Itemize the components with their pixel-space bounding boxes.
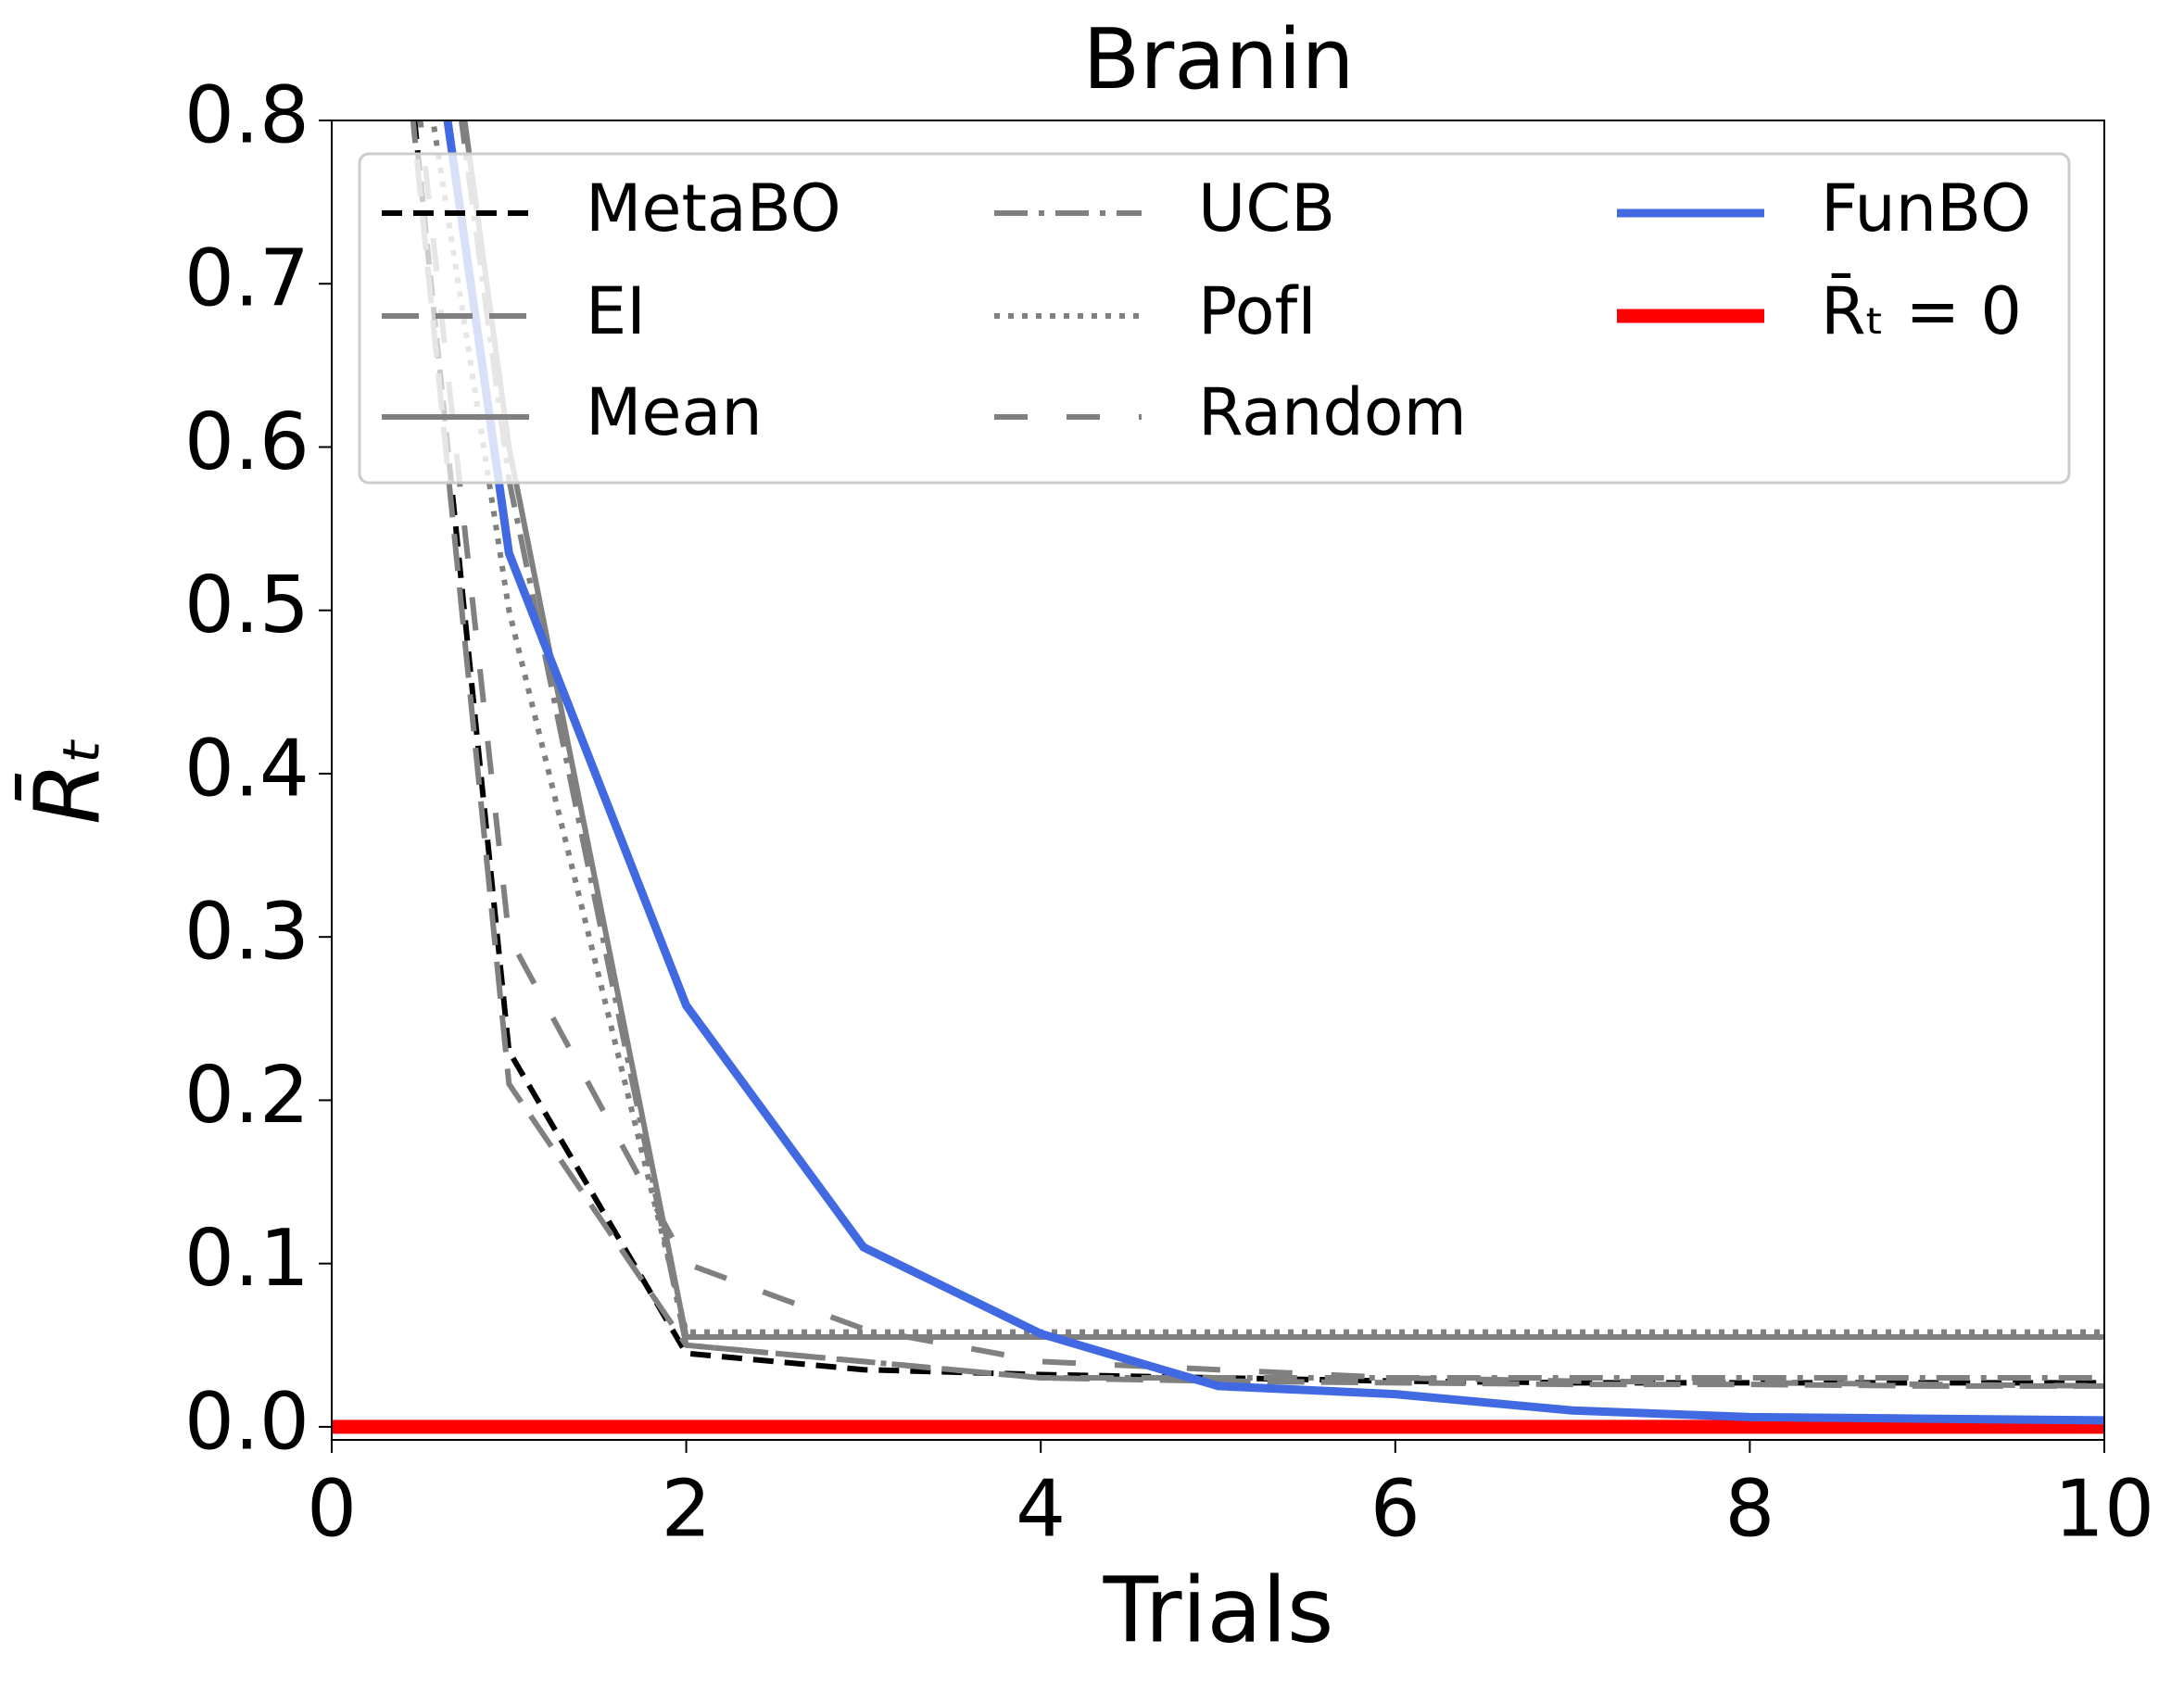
legend-label: MetaBO [586, 170, 841, 246]
legend-label: UCB [1198, 170, 1335, 246]
series-line [417, 120, 2104, 1389]
x-tick-label: 6 [1370, 1463, 1420, 1555]
y-tick-label: 0.7 [184, 233, 309, 325]
legend-label: PofI [1198, 273, 1317, 349]
y-tick-label: 0.3 [184, 887, 309, 978]
y-tick-label: 0.8 [184, 69, 309, 161]
y-axis-label: R̄ₜ [15, 736, 120, 825]
x-tick-label: 2 [662, 1463, 712, 1555]
series-line [461, 120, 2104, 1340]
legend-label: FunBO [1821, 170, 2031, 246]
y-tick-label: 0.1 [184, 1213, 309, 1305]
y-tick-label: 0.6 [184, 397, 309, 488]
plot-area [332, 120, 2104, 1434]
y-tick-label: 0.2 [184, 1050, 309, 1142]
legend-label: Mean [586, 374, 763, 450]
series-line [410, 120, 2104, 1389]
x-axis-label: Trials [1103, 1558, 1334, 1662]
x-tick-label: 0 [307, 1463, 357, 1555]
series-line [443, 120, 2104, 1425]
plot-frame [331, 120, 2105, 1441]
legend-label: Random [1198, 374, 1467, 450]
x-tick-label: 4 [1016, 1463, 1066, 1555]
x-tick-label: 8 [1724, 1463, 1774, 1555]
x-tick-label: 10 [2054, 1463, 2154, 1555]
legend-label: R̄ₜ = 0 [1821, 272, 2022, 349]
legend-label: EI [586, 273, 646, 349]
y-tick-label: 0.4 [184, 723, 309, 814]
legend-box [358, 152, 2071, 485]
y-tick-label: 0.0 [184, 1376, 309, 1468]
chart-title: Branin [1083, 11, 1355, 108]
series-line [458, 120, 2104, 1382]
y-tick-label: 0.5 [184, 560, 309, 651]
